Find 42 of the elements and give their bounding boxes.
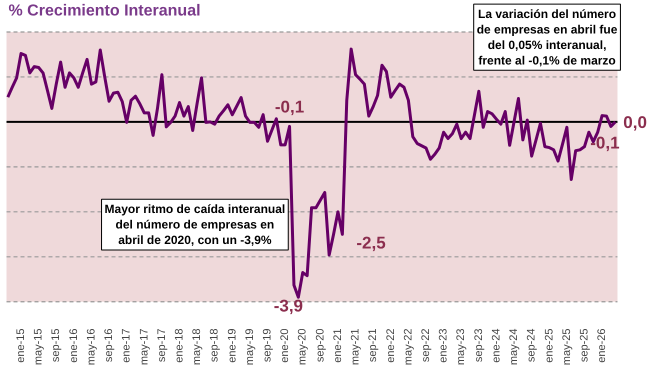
x-tick-label: may-24 bbox=[508, 328, 520, 366]
x-tick-label: may-20 bbox=[296, 328, 309, 366]
x-tick-label: ene-20 bbox=[279, 328, 292, 363]
annotation: La variación del número de empresas en abril fue del 0,05% interanual, frente al -0,1% de marzo bbox=[476, 7, 618, 68]
x-tick-label: ene-18 bbox=[173, 328, 186, 363]
x-tick-label: sep-20 bbox=[314, 328, 326, 362]
x-tick-label: may-23 bbox=[455, 328, 468, 366]
x-tick-label: may-19 bbox=[244, 328, 256, 366]
x-tick-label: may-18 bbox=[191, 328, 204, 366]
x-tick-label: sep-25 bbox=[578, 328, 590, 362]
x-tick-label: sep-21 bbox=[367, 328, 380, 362]
x-tick-label: sep-16 bbox=[103, 328, 116, 362]
x-tick-label: ene-15 bbox=[15, 328, 28, 363]
data-label: -0,1 bbox=[590, 133, 620, 152]
x-tick-label: may-21 bbox=[350, 328, 362, 366]
x-tick-label: sep-22 bbox=[420, 328, 432, 362]
x-tick-label: ene-26 bbox=[596, 328, 608, 363]
x-tick-label: ene-17 bbox=[120, 328, 133, 363]
x-tick-label: sep-24 bbox=[526, 328, 538, 362]
x-tick-label: may-17 bbox=[138, 328, 150, 366]
x-tick-label: ene-19 bbox=[226, 328, 238, 363]
x-tick-label: sep-23 bbox=[472, 328, 485, 362]
data-label: 0,0 bbox=[623, 112, 647, 132]
x-tick-label: ene-22 bbox=[384, 328, 397, 363]
x-tick-label: ene-25 bbox=[543, 328, 556, 363]
x-tick-label: sep-17 bbox=[156, 328, 168, 362]
x-tick-label: may-16 bbox=[85, 328, 98, 366]
x-tick-label: ene-21 bbox=[332, 328, 344, 363]
x-tick-label: may-15 bbox=[32, 328, 45, 366]
x-tick-label: sep-15 bbox=[50, 328, 62, 362]
x-tick-label: ene-16 bbox=[68, 328, 80, 363]
x-tick-label: sep-19 bbox=[262, 328, 274, 362]
x-tick-label: ene-24 bbox=[490, 328, 502, 363]
data-label: -0,1 bbox=[274, 97, 304, 116]
annotation: Mayor ritmo de caída interanual del número de empresas en abril de 2020, con un -3,9% bbox=[104, 202, 286, 248]
data-label: -3,9 bbox=[274, 296, 303, 316]
data-label: -2,5 bbox=[356, 233, 386, 252]
x-tick-label: sep-18 bbox=[208, 328, 221, 362]
x-tick-label: may-22 bbox=[402, 328, 414, 366]
x-tick-label: may-25 bbox=[560, 328, 573, 366]
chart-title: % Crecimiento Interanual bbox=[8, 2, 201, 20]
x-tick-label: ene-23 bbox=[438, 328, 450, 363]
